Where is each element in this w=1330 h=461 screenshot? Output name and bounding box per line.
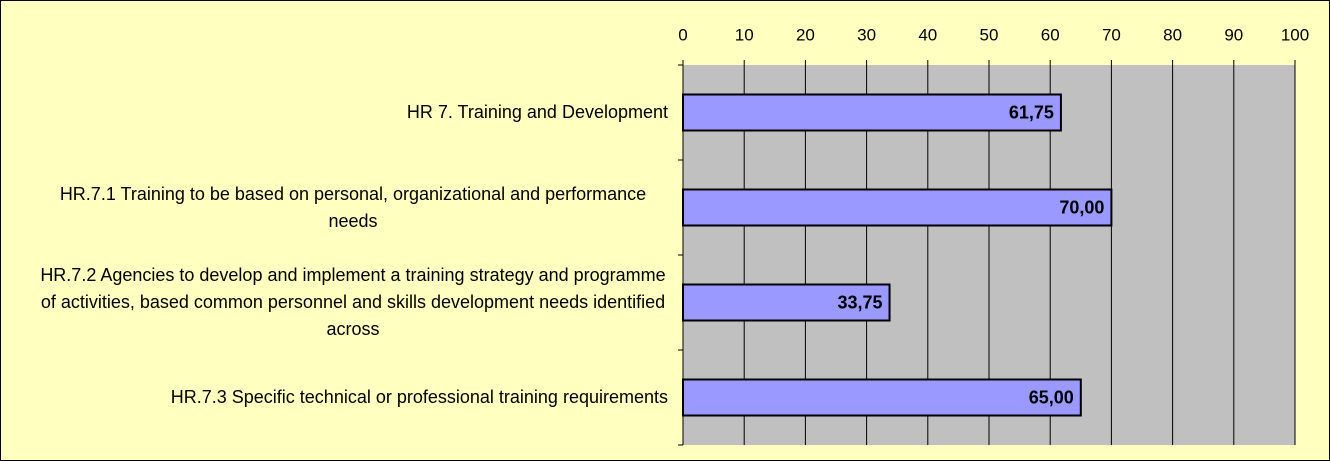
category-label: HR.7.1 Training to be based on personal,… bbox=[59, 183, 647, 231]
category-label-box: HR.7.1 Training to be based on personal,… bbox=[20, 160, 668, 255]
value-label: 61,75 bbox=[1009, 102, 1054, 122]
value-label: 65,00 bbox=[1029, 387, 1074, 407]
category-label-box: HR.7.2 Agencies to develop and implement… bbox=[20, 255, 668, 350]
bar bbox=[682, 188, 1113, 227]
x-tick-label: 10 bbox=[735, 25, 754, 44]
category-label: HR.7.2 Agencies to develop and implement… bbox=[40, 265, 666, 339]
bar bbox=[682, 93, 1062, 132]
category-label: HR.7.3 Specific technical or professiona… bbox=[170, 387, 668, 407]
x-tick-label: 70 bbox=[1102, 25, 1121, 44]
x-tick-label: 0 bbox=[678, 25, 687, 44]
x-tick-label: 40 bbox=[918, 25, 937, 44]
category-label: HR 7. Training and Development bbox=[406, 102, 668, 122]
x-tick-label: 50 bbox=[980, 25, 999, 44]
x-tick-label: 20 bbox=[796, 25, 815, 44]
x-tick-label: 100 bbox=[1281, 25, 1309, 44]
x-tick-label: 60 bbox=[1041, 25, 1060, 44]
bar bbox=[682, 283, 891, 322]
value-label: 70,00 bbox=[1059, 197, 1104, 217]
category-label-box: HR 7. Training and Development bbox=[20, 65, 668, 160]
value-label: 33,75 bbox=[838, 292, 883, 312]
x-tick-label: 80 bbox=[1163, 25, 1182, 44]
x-tick-label: 90 bbox=[1224, 25, 1243, 44]
category-label-box: HR.7.3 Specific technical or professiona… bbox=[20, 350, 668, 445]
bar bbox=[682, 378, 1082, 417]
x-tick-label: 30 bbox=[857, 25, 876, 44]
